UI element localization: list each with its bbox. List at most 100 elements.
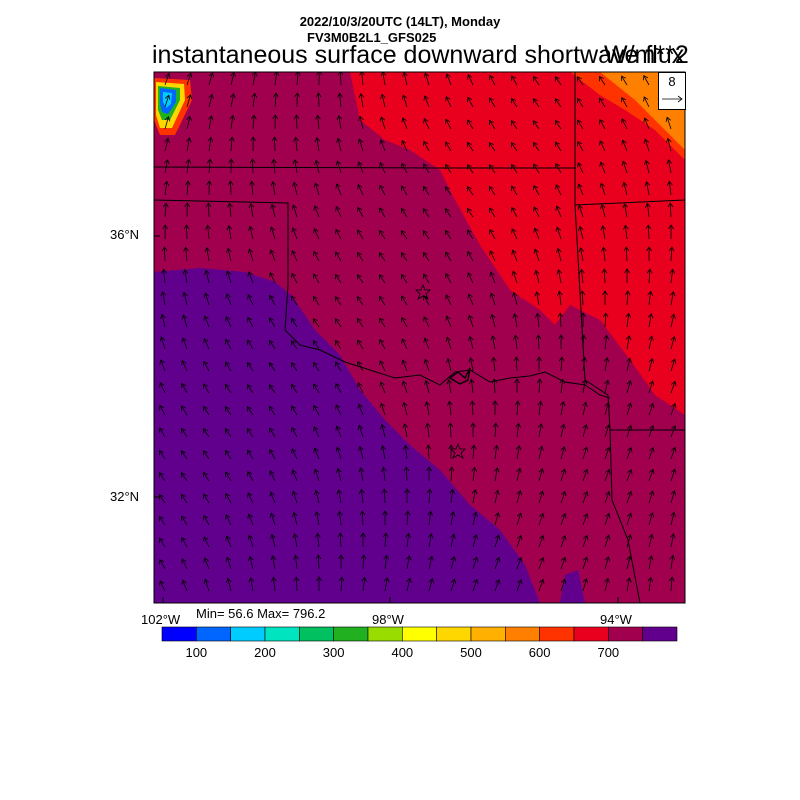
wind-vector	[604, 447, 610, 460]
wind-vector-head	[582, 401, 588, 407]
wind-vector-head	[381, 466, 387, 472]
wind-vector-head	[466, 186, 472, 192]
wind-vector	[225, 514, 232, 526]
wind-vector-head	[467, 250, 473, 257]
wind-vector-head	[532, 98, 538, 104]
wind-vector	[450, 534, 455, 548]
wind-vector-head	[489, 207, 494, 213]
colorbar-swatch	[196, 626, 231, 642]
wind-vector-head	[204, 246, 211, 253]
wind-vector-head	[670, 511, 676, 517]
wind-vector-head	[626, 555, 632, 561]
wind-vector-head	[315, 554, 322, 560]
wind-vector-head	[648, 490, 655, 496]
wind-vector-head	[470, 422, 476, 428]
wind-vector-head	[450, 533, 456, 539]
wind-vector	[493, 379, 496, 394]
wind-vector	[428, 533, 432, 548]
wind-vector-head	[449, 488, 456, 494]
wind-vector-head	[316, 576, 322, 582]
wind-vector	[317, 555, 320, 570]
wind-vector	[623, 182, 628, 196]
wind-vector-head	[358, 445, 364, 452]
colorbar-swatch	[642, 626, 678, 642]
wind-vector-head	[248, 202, 255, 209]
wind-vector-head	[512, 291, 518, 298]
wind-vector	[181, 428, 188, 438]
wind-vector	[401, 185, 408, 196]
wind-vector-head	[270, 203, 276, 209]
wind-vector	[425, 380, 430, 394]
wind-vector	[604, 380, 609, 394]
wind-vector	[250, 203, 254, 218]
wind-vector	[358, 161, 364, 174]
wind-vector-head	[359, 510, 366, 516]
wind-vector	[428, 511, 432, 526]
wind-vector	[558, 269, 562, 284]
wind-vector	[181, 450, 188, 460]
wind-vector-head	[648, 335, 654, 341]
wind-vector	[313, 383, 320, 394]
wind-vector-head	[159, 382, 165, 388]
wind-vector	[604, 491, 610, 504]
wind-vector	[469, 336, 474, 350]
wind-vector-head	[423, 358, 430, 364]
wind-vector-head	[537, 400, 544, 406]
lon-label-98: 98°W	[372, 612, 404, 627]
wind-vector	[626, 358, 631, 372]
wind-vector	[489, 75, 496, 86]
wind-vector	[666, 117, 672, 130]
wind-vector	[494, 512, 499, 526]
wind-vector	[357, 274, 364, 284]
wind-vector	[626, 556, 631, 570]
wind-vector	[626, 577, 630, 592]
reference-vector-box: 8	[658, 72, 686, 110]
wind-vector-head	[491, 378, 498, 384]
wind-vector-head	[208, 72, 215, 78]
wind-vector-head	[380, 72, 387, 77]
wind-vector	[379, 230, 386, 240]
wind-vector	[384, 533, 387, 548]
wind-vector-head	[181, 536, 187, 543]
wind-vector	[316, 533, 320, 548]
wind-vector-head	[511, 75, 517, 81]
wind-vector-head	[206, 158, 213, 164]
wind-vector	[379, 252, 386, 262]
wind-vector-head	[599, 97, 604, 103]
wind-vector	[208, 137, 212, 152]
wind-vector	[472, 489, 476, 504]
wind-vector	[291, 318, 298, 328]
wind-vector-head	[182, 291, 188, 297]
wind-vector	[313, 296, 320, 306]
wind-vector-head	[649, 402, 655, 409]
wind-vector	[494, 579, 500, 592]
wind-vector-head	[648, 533, 654, 539]
wind-vector-head	[159, 537, 164, 543]
wind-vector-head	[224, 428, 230, 434]
wind-vector	[382, 467, 386, 482]
wind-vector	[313, 405, 320, 416]
wind-vector-head	[669, 268, 676, 274]
wind-vector-head	[401, 316, 407, 323]
wind-vector-head	[532, 141, 538, 148]
wind-vector-head	[269, 249, 275, 255]
wind-vector	[646, 181, 650, 196]
wind-vector-head	[203, 315, 209, 321]
wind-vector-head	[226, 224, 233, 231]
wind-vector-head	[181, 314, 188, 320]
wind-vector-head	[357, 138, 364, 144]
wind-vector-head	[539, 578, 545, 585]
wind-vector	[186, 116, 191, 130]
state-border-east	[574, 72, 685, 206]
wind-vector-head	[293, 554, 299, 560]
wind-vector	[537, 335, 540, 350]
wind-vector	[206, 247, 210, 262]
wind-vector-head	[425, 422, 431, 428]
wind-vector	[450, 467, 453, 482]
wind-vector	[336, 183, 342, 196]
wind-vector-head	[532, 120, 538, 126]
wind-vector-head	[577, 119, 582, 125]
wind-vector	[423, 186, 430, 196]
wind-vector	[446, 73, 452, 86]
wind-vector-head	[247, 492, 253, 498]
